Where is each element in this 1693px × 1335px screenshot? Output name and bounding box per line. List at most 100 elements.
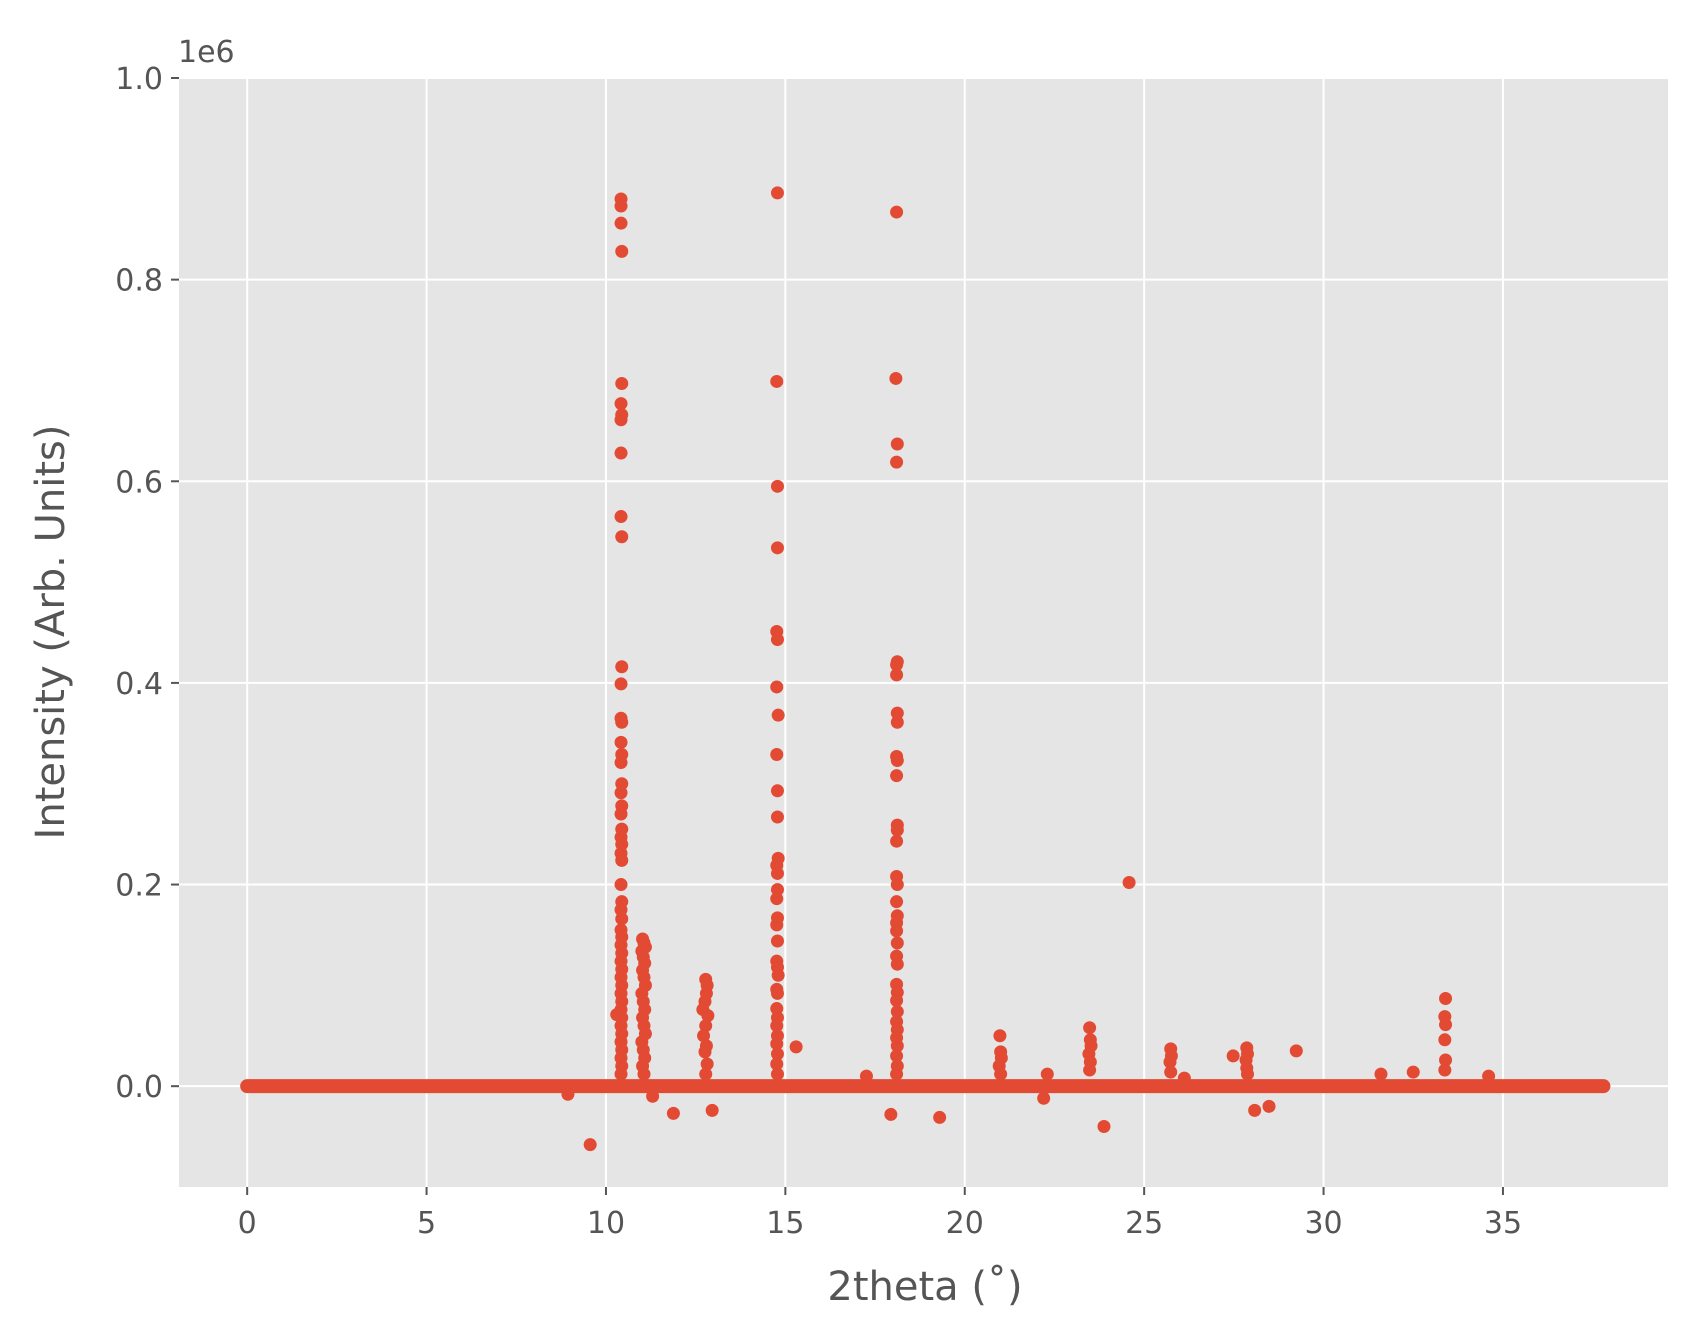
x-axis-title: 2theta (˚) [827,1264,1022,1310]
data-point [615,660,629,674]
y-tick-label: 0.8 [115,264,163,299]
data-point [890,668,904,682]
data-point [697,1029,711,1043]
data-point [615,715,629,729]
data-point [1439,1053,1453,1067]
data-point [646,1089,660,1103]
y-tick-label: 0.0 [115,1070,163,1105]
data-point [698,994,712,1008]
data-point [770,1057,784,1071]
data-point [890,658,904,672]
data-point [770,918,784,932]
x-tick-label: 10 [587,1206,625,1241]
data-point [770,1047,784,1061]
x-tick-label: 35 [1484,1206,1522,1241]
data-point [1122,876,1136,890]
data-point [614,216,628,230]
data-point [614,807,628,821]
x-tick-label: 0 [238,1206,257,1241]
y-axis-title: Intensity (Arb. Units) [28,425,74,840]
data-point [705,1103,719,1117]
data-point [890,715,904,729]
data-point [615,912,629,926]
data-point [890,1049,904,1063]
data-point [770,541,784,555]
x-tick-label: 15 [766,1206,804,1241]
data-point [700,1057,714,1071]
data-point [770,810,784,824]
data-point [1037,1091,1051,1105]
data-point [770,986,784,1000]
data-point [890,205,904,219]
data-point [701,1009,715,1023]
data-point [614,510,628,524]
data-point [890,834,904,848]
data-point [770,680,784,694]
data-point [1240,1067,1254,1081]
x-tick-label: 30 [1304,1206,1342,1241]
data-point [884,1107,898,1121]
data-point [614,878,628,892]
data-point [889,371,903,385]
data-point [770,1019,784,1033]
data-point [770,374,784,388]
data-point [1482,1069,1496,1083]
data-point [770,633,784,647]
data-point [614,677,628,691]
data-point [615,244,629,258]
data-point [770,934,784,948]
data-point [1083,1063,1097,1077]
data-point [614,413,628,427]
tick-labels: 0 5 10 15 20 25 30 35 0.0 0.2 0.4 0.6 0.8 1.0 [115,62,1522,1241]
data-point [770,784,784,798]
data-point [771,968,785,982]
y-tick-label: 1.0 [115,62,163,97]
data-point [1439,1018,1453,1032]
data-point [993,1029,1007,1043]
data-point [890,769,904,783]
data-point [1374,1067,1388,1081]
data-point [615,376,629,390]
data-point [890,924,904,938]
data-point [614,446,628,460]
data-point [614,786,628,800]
data-point [770,892,784,906]
data-point [1289,1044,1303,1058]
data-point [771,708,785,722]
data-point [1177,1071,1191,1085]
data-points [240,186,1611,1152]
data-point [615,853,629,867]
x-tick-label: 25 [1125,1206,1163,1241]
data-point [614,397,628,411]
data-point [561,1087,575,1101]
data-point [770,1067,784,1081]
data-point [770,186,784,200]
data-point [890,706,904,720]
data-point [698,1045,712,1059]
data-point [614,735,628,749]
data-point [770,1037,784,1051]
data-point [859,1069,873,1083]
data-point [770,747,784,761]
data-point [1438,1033,1452,1047]
data-point [890,1067,904,1081]
data-point [666,1106,680,1120]
y-tick-label: 0.2 [115,869,163,904]
data-point [614,1067,628,1081]
y-tick-label: 0.4 [115,667,163,702]
data-point [699,1019,713,1033]
data-point [637,1067,651,1081]
data-point [583,1138,597,1152]
data-point [890,895,904,909]
data-point [1163,1055,1177,1069]
data-point [890,437,904,451]
data-point [614,756,628,770]
data-point [615,530,629,544]
data-point [1040,1067,1054,1081]
data-point [770,479,784,493]
data-point [890,878,904,892]
y-offset-label: 1e6 [178,35,235,70]
data-point [1226,1049,1240,1063]
data-point [890,936,904,950]
